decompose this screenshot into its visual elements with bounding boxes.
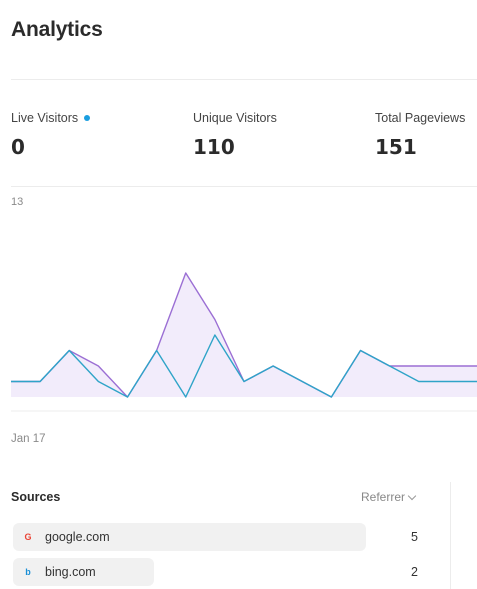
chart-y-max-label: 13 — [11, 196, 24, 208]
visitors-chart[interactable] — [0, 186, 477, 416]
source-count: 2 — [411, 565, 418, 579]
series-area-0 — [11, 273, 477, 397]
source-bar — [13, 558, 154, 586]
stat-value: 110 — [193, 135, 235, 159]
chevron-down-icon — [407, 491, 417, 500]
referrer-dropdown[interactable]: Referrer — [361, 490, 417, 504]
source-count: 5 — [411, 530, 418, 544]
stat-label: Live Visitors — [11, 111, 79, 125]
google-icon: G — [24, 532, 32, 542]
bing-icon: b — [25, 567, 31, 577]
panel-divider — [450, 482, 451, 589]
stat-unique-visitors: Unique Visitors 110 — [193, 111, 277, 159]
stat-live-visitors: Live Visitors 0 — [11, 111, 91, 159]
chart-x-start-label: Jan 17 — [11, 433, 46, 445]
divider — [11, 186, 477, 187]
page-title: Analytics — [11, 18, 103, 41]
live-indicator-icon — [84, 115, 91, 121]
stat-value: 151 — [375, 135, 417, 159]
source-name: google.com — [45, 530, 110, 544]
source-name: bing.com — [45, 565, 96, 579]
series-line-1 — [11, 334, 477, 398]
stat-label: Total Pageviews — [375, 111, 466, 125]
sources-title: Sources — [11, 490, 61, 504]
divider — [11, 79, 477, 80]
referrer-label: Referrer — [361, 490, 406, 504]
stat-value: 0 — [11, 135, 25, 159]
stat-total-pageviews: Total Pageviews 151 — [375, 111, 465, 159]
source-bar — [13, 523, 366, 551]
stat-label: Unique Visitors — [193, 111, 277, 125]
